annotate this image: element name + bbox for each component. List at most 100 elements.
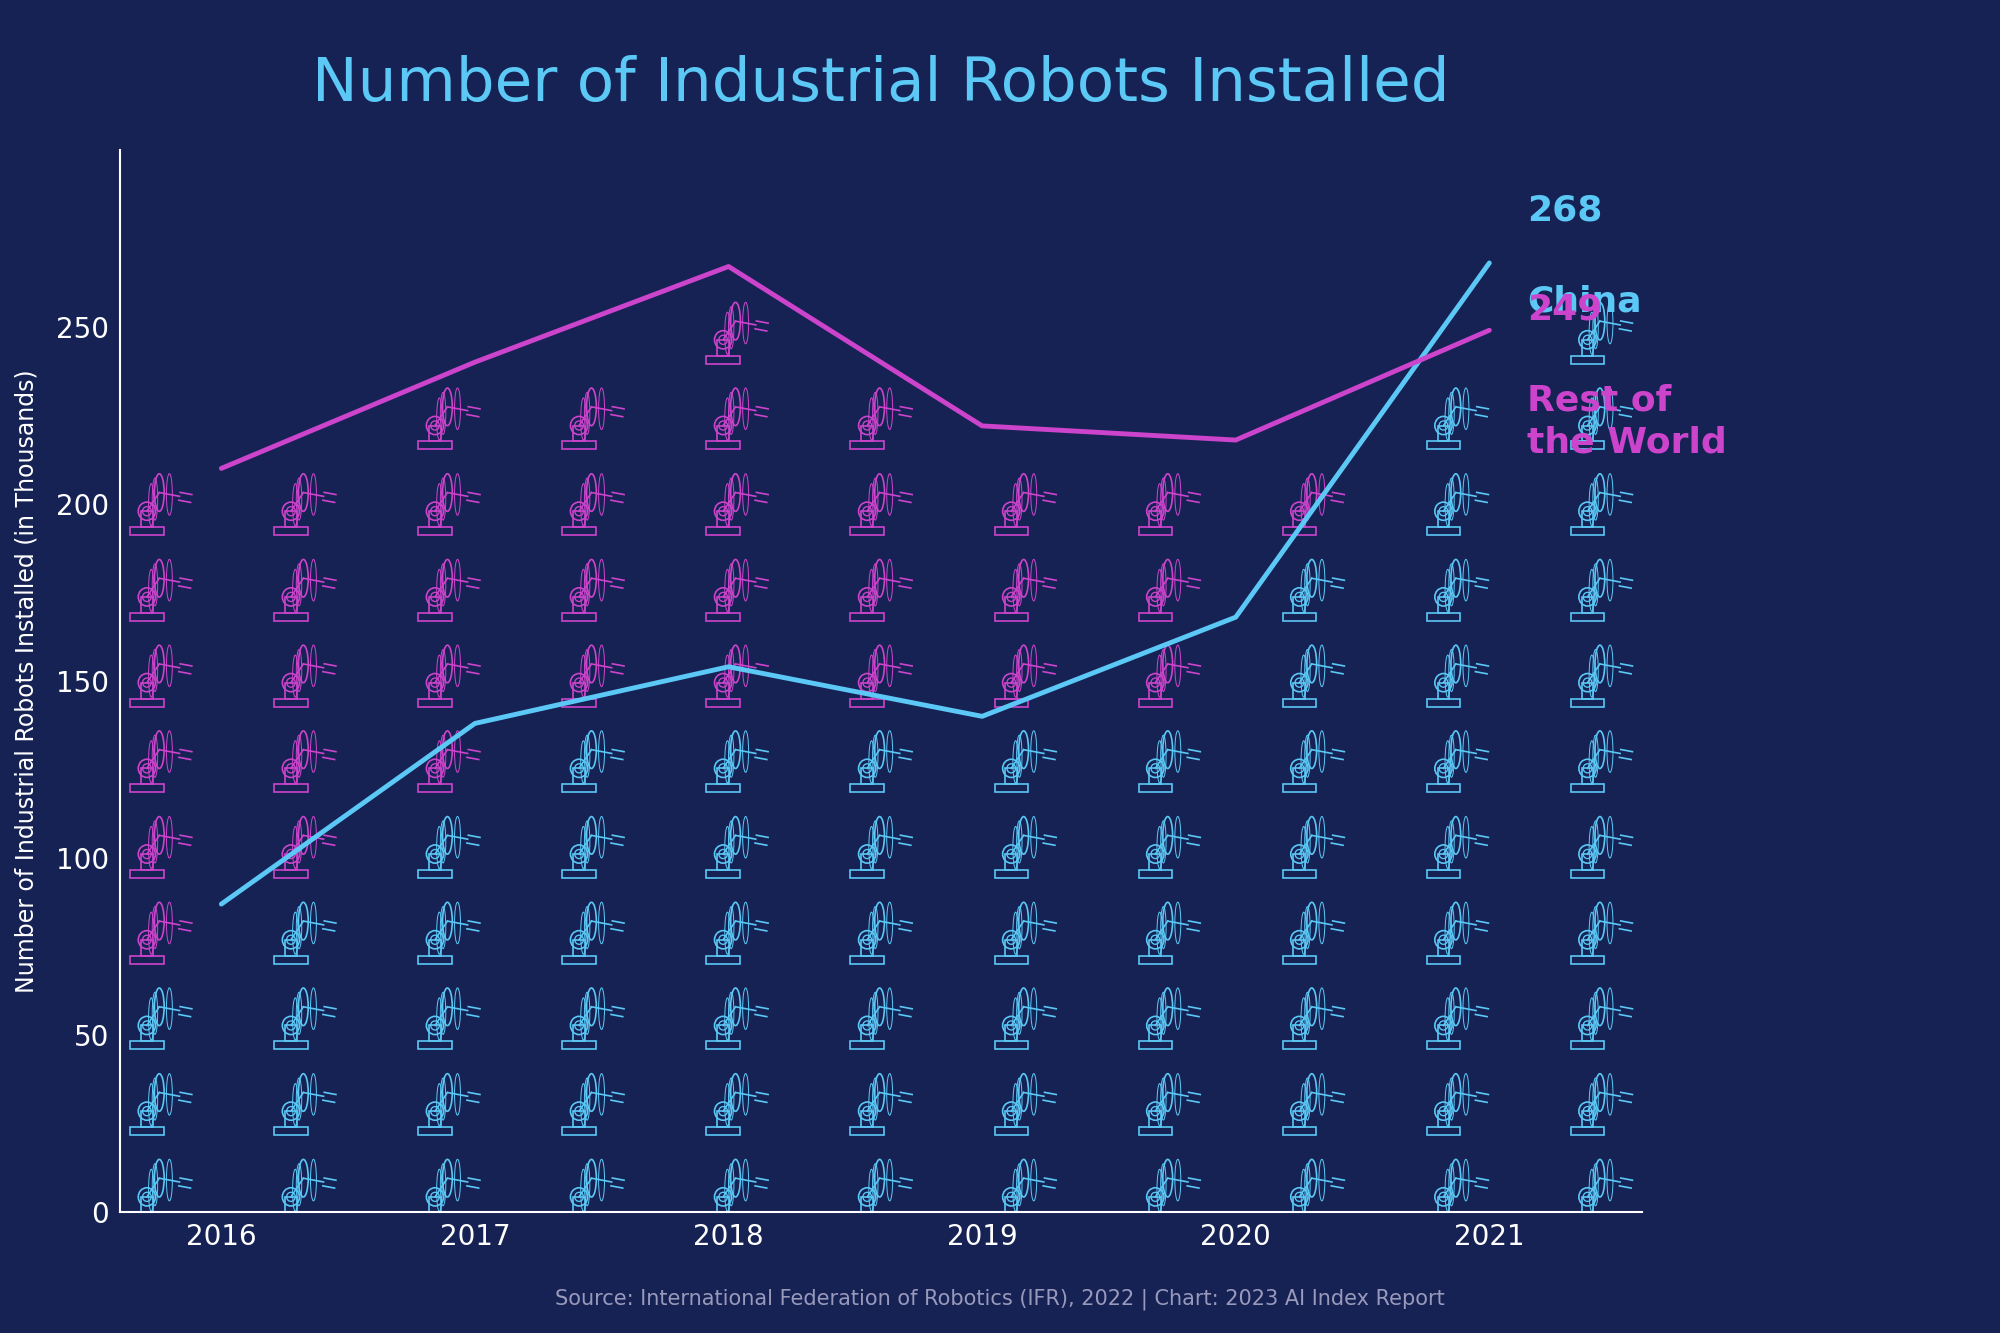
Bar <box>562 441 596 449</box>
Bar <box>1150 512 1162 527</box>
Bar <box>1282 1213 1316 1221</box>
Text: China: China <box>1528 284 1642 319</box>
Bar <box>140 940 152 956</box>
Bar <box>274 527 308 535</box>
Bar <box>130 527 164 535</box>
Bar <box>130 698 164 706</box>
Bar <box>418 784 452 792</box>
Bar <box>850 870 884 878</box>
Bar <box>286 597 296 613</box>
Bar <box>274 784 308 792</box>
Bar <box>130 1041 164 1049</box>
Bar <box>562 1128 596 1136</box>
Bar <box>1582 340 1594 356</box>
Bar <box>430 940 440 956</box>
Bar <box>574 512 586 527</box>
Bar <box>562 784 596 792</box>
Bar <box>994 1128 1028 1136</box>
Bar <box>286 1112 296 1128</box>
Bar <box>1426 441 1460 449</box>
Bar <box>140 512 152 527</box>
Bar <box>574 1197 586 1213</box>
Bar <box>1426 1041 1460 1049</box>
Bar <box>430 512 440 527</box>
Bar <box>850 956 884 964</box>
Bar <box>1582 1197 1594 1213</box>
Bar <box>850 1213 884 1221</box>
Bar <box>994 870 1028 878</box>
Bar <box>1150 854 1162 870</box>
Bar <box>706 956 740 964</box>
Bar <box>1150 1112 1162 1128</box>
Bar <box>1426 1213 1460 1221</box>
Bar <box>1294 1112 1306 1128</box>
Bar <box>1570 784 1604 792</box>
Bar <box>706 356 740 364</box>
Bar <box>430 1112 440 1128</box>
Bar <box>1570 1041 1604 1049</box>
Bar <box>562 613 596 621</box>
Bar <box>1282 1128 1316 1136</box>
Bar <box>1570 698 1604 706</box>
Bar <box>862 682 874 698</box>
Bar <box>1582 940 1594 956</box>
Bar <box>862 1197 874 1213</box>
Bar <box>1138 698 1172 706</box>
Bar <box>1426 527 1460 535</box>
Bar <box>130 956 164 964</box>
Bar <box>286 768 296 784</box>
Bar <box>850 613 884 621</box>
Bar <box>706 698 740 706</box>
Bar <box>130 784 164 792</box>
Bar <box>418 956 452 964</box>
Bar <box>430 425 440 441</box>
Bar <box>274 698 308 706</box>
Bar <box>862 854 874 870</box>
Bar <box>706 441 740 449</box>
Bar <box>1150 682 1162 698</box>
Bar <box>1150 1197 1162 1213</box>
Bar <box>562 1213 596 1221</box>
Bar <box>1294 512 1306 527</box>
Bar <box>1570 1128 1604 1136</box>
Bar <box>1006 940 1018 956</box>
Bar <box>1150 768 1162 784</box>
Bar <box>1294 597 1306 613</box>
Bar <box>562 698 596 706</box>
Bar <box>140 854 152 870</box>
Bar <box>574 854 586 870</box>
Bar <box>1150 940 1162 956</box>
Bar <box>1570 956 1604 964</box>
Bar <box>1438 1025 1450 1041</box>
Bar <box>718 940 730 956</box>
Bar <box>1582 768 1594 784</box>
Bar <box>862 768 874 784</box>
Bar <box>1582 854 1594 870</box>
Bar <box>1438 854 1450 870</box>
Bar <box>1006 1025 1018 1041</box>
Bar <box>1294 682 1306 698</box>
Bar <box>718 854 730 870</box>
Bar <box>850 1128 884 1136</box>
Bar <box>1294 1197 1306 1213</box>
Bar <box>286 1197 296 1213</box>
Bar <box>850 698 884 706</box>
Bar <box>850 784 884 792</box>
Bar <box>286 854 296 870</box>
Bar <box>706 527 740 535</box>
Bar <box>562 1041 596 1049</box>
Bar <box>1438 940 1450 956</box>
Bar <box>286 512 296 527</box>
Bar <box>418 527 452 535</box>
Bar <box>718 1197 730 1213</box>
Bar <box>418 613 452 621</box>
Bar <box>430 597 440 613</box>
Bar <box>1570 527 1604 535</box>
Bar <box>862 1025 874 1041</box>
Bar <box>1438 425 1450 441</box>
Bar <box>418 1213 452 1221</box>
Bar <box>706 1041 740 1049</box>
Bar <box>130 870 164 878</box>
Bar <box>1006 854 1018 870</box>
Bar <box>1426 698 1460 706</box>
